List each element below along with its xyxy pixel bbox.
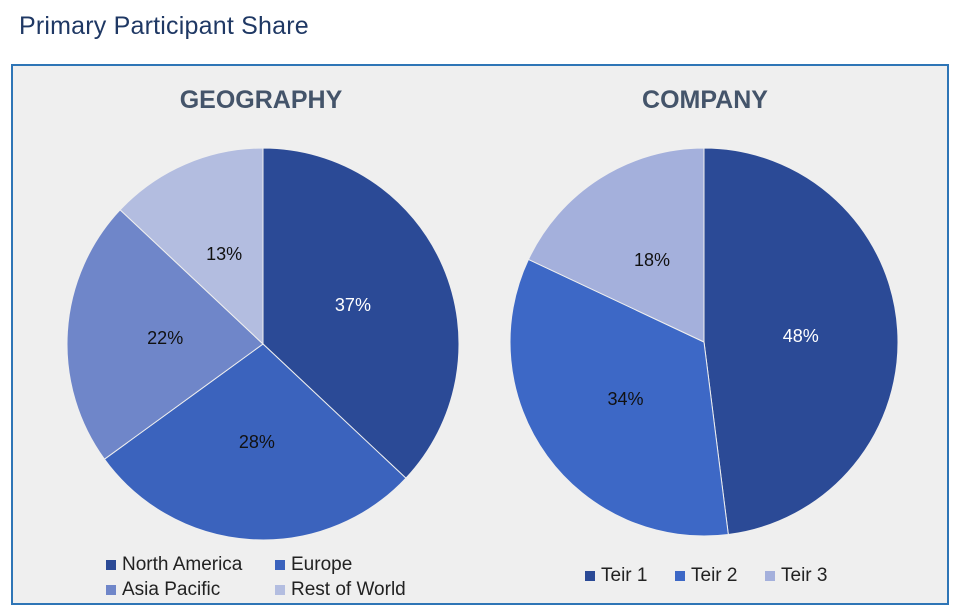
pie-slice-teir-1 <box>703 147 899 536</box>
legend-swatch <box>765 571 775 581</box>
data-label-rest-of-world: 13% <box>206 244 242 264</box>
legend-swatch <box>106 585 116 595</box>
data-label-asia-pacific: 22% <box>147 328 183 348</box>
data-label-europe: 28% <box>239 432 275 452</box>
pie-slice-north-america <box>262 147 460 479</box>
legend-swatch <box>275 560 285 570</box>
legend-label: Rest of World <box>291 579 406 600</box>
legend-item-europe: Europe <box>275 554 352 576</box>
pie-slice-teir-3 <box>527 147 705 343</box>
page-title: Primary Participant Share <box>19 12 309 40</box>
legend-swatch <box>106 560 116 570</box>
data-label-teir-1: 48% <box>783 326 819 346</box>
legend-label: Asia Pacific <box>122 579 221 600</box>
legend-label: Europe <box>291 554 353 575</box>
legend-item-asia-pacific: Asia Pacific <box>106 579 220 601</box>
legend-item-teir-2: Teir 2 <box>675 565 737 587</box>
pie-slice-europe <box>103 343 407 541</box>
legend-item-teir-3: Teir 3 <box>765 565 827 587</box>
geography-pie-chart: 37% 28% 22% 13% <box>66 147 460 541</box>
company-pie-chart: 48% 34% 18% <box>509 147 899 537</box>
legend-item-teir-1: Teir 1 <box>585 565 647 587</box>
legend-label: North America <box>122 554 243 575</box>
legend-item-rest-of-world: Rest of World <box>275 579 406 601</box>
legend-label: Teir 1 <box>601 565 648 586</box>
data-label-teir-3: 18% <box>634 250 670 270</box>
pie-slice-rest-of-world <box>119 147 264 346</box>
legend-swatch <box>675 571 685 581</box>
chart-panel: GEOGRAPHY COMPANY 37% 28% 22% 13% 48% 34% 18%… <box>11 64 949 605</box>
data-label-teir-2: 34% <box>608 389 644 409</box>
pie-slice-teir-2 <box>509 258 729 537</box>
legend-label: Teir 2 <box>691 565 738 586</box>
legend-swatch <box>585 571 595 581</box>
pie-slice-asia-pacific <box>66 209 264 460</box>
legend-item-north-america: North America <box>106 554 242 576</box>
data-label-north-america: 37% <box>335 295 371 315</box>
legend-swatch <box>275 585 285 595</box>
legend-label: Teir 3 <box>781 565 828 586</box>
geography-chart-title: GEOGRAPHY <box>179 86 343 114</box>
company-chart-title: COMPANY <box>642 86 768 114</box>
